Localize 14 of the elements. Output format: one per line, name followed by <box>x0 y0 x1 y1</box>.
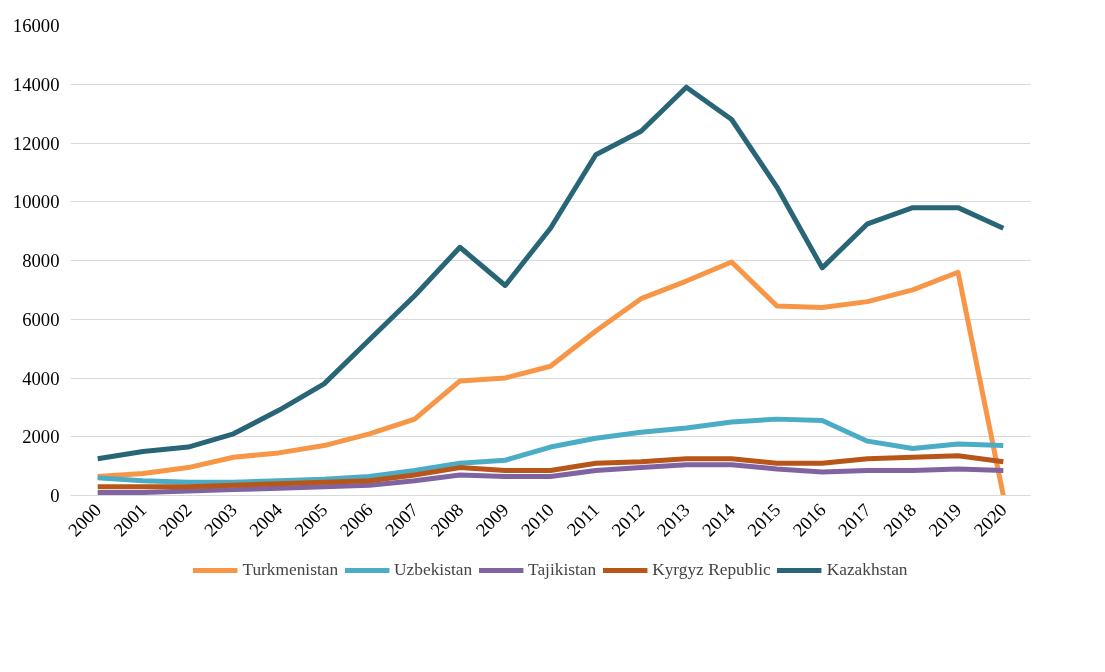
y-tick-label: 4000 <box>22 367 60 389</box>
y-tick-label: 14000 <box>12 73 60 95</box>
y-tick-label: 16000 <box>12 15 60 36</box>
y-tick-label: 8000 <box>22 250 60 271</box>
y-tick-label: 6000 <box>22 308 60 330</box>
y-tick-label: 10000 <box>12 191 60 213</box>
y-tick-label: 2000 <box>22 426 60 448</box>
legend-label: Turkmenistan <box>242 560 339 580</box>
y-tick-label: 12000 <box>12 132 60 154</box>
legend-label: Kyrgyz Republic <box>652 560 771 580</box>
legend-label: Tajikistan <box>528 560 597 580</box>
legend-label: Uzbekistan <box>394 560 473 580</box>
legend-label: Kazakhstan <box>826 560 908 580</box>
y-tick-label: 0 <box>50 485 60 506</box>
